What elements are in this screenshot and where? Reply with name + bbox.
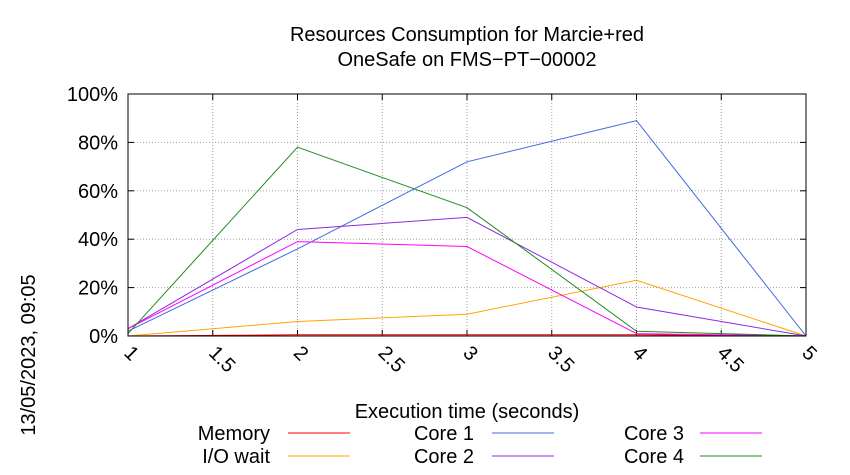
series-line-core-2: [127, 216, 807, 337]
x-tick-label: 5: [797, 342, 820, 365]
x-tick-label: 3.5: [543, 342, 578, 377]
series-lines: [127, 120, 807, 337]
series-line-i-o-wait: [127, 279, 807, 337]
chart-title-line-2: OneSafe on FMS−PT−00002: [337, 49, 596, 71]
series-line-core-4: [127, 146, 807, 337]
series-line-memory: [127, 334, 807, 337]
timestamp-side-label: 13/05/2023, 09:05: [18, 274, 40, 435]
series-line-core-3: [127, 241, 807, 337]
y-tick-label: 60%: [78, 181, 118, 203]
legend-label: Memory: [198, 423, 270, 445]
legend-label: I/O wait: [202, 446, 270, 468]
chart-title-line-1: Resources Consumption for Marcie+red: [290, 24, 644, 46]
y-tick-label: 20%: [78, 278, 118, 300]
x-tick-label: 1.5: [204, 342, 239, 377]
series-line-core-1: [127, 120, 807, 337]
x-axis-label: Execution time (seconds): [355, 401, 580, 423]
x-tick-label: 4: [628, 342, 651, 365]
x-tick-label: 1: [119, 342, 142, 365]
y-tick-label: 0%: [89, 326, 118, 348]
legend-label: Core 1: [414, 423, 474, 445]
legend-label: Core 3: [624, 423, 684, 445]
x-tick-label: 2: [289, 342, 312, 365]
y-tick-label: 80%: [78, 132, 118, 154]
grid-lines: [128, 94, 806, 336]
x-tick-label: 2.5: [374, 342, 409, 377]
plot-border: [127, 93, 807, 337]
y-tick-label: 100%: [67, 84, 118, 106]
y-tick-label: 40%: [78, 229, 118, 251]
legend-label: Core 2: [414, 446, 474, 468]
legend-label: Core 4: [624, 446, 684, 468]
x-tick-label: 4.5: [713, 342, 748, 377]
x-tick-label: 3: [458, 342, 481, 365]
y-axis-ticks: 0% 20% 40% 60% 80% 100%: [67, 84, 806, 348]
